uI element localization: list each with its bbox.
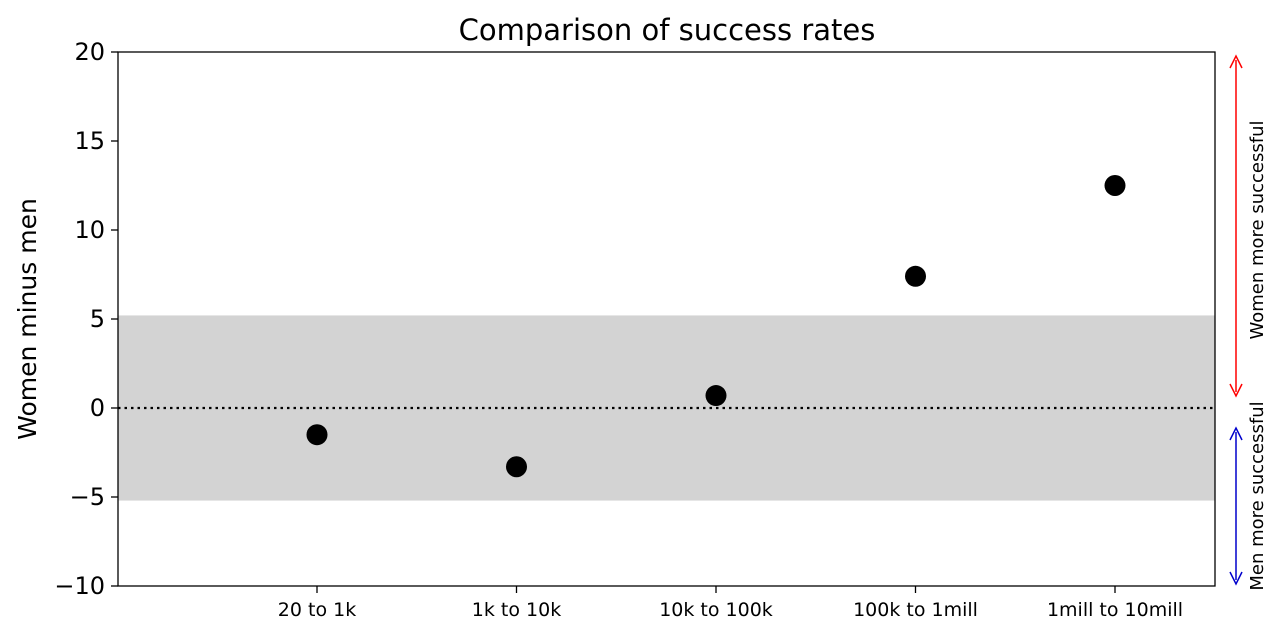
- men-annotation-label: Men more successful: [1247, 401, 1266, 590]
- chart-title: Comparison of success rates: [459, 13, 876, 47]
- data-point: [1104, 175, 1126, 196]
- x-tick-label: 1k to 10k: [472, 599, 561, 618]
- data-point: [306, 424, 328, 446]
- y-tick-label: −10: [54, 572, 105, 600]
- men-arrow-head-bottom: [1229, 571, 1243, 586]
- women-arrow-head-top: [1229, 54, 1243, 69]
- x-tick-label: 1mill to 10mill: [1047, 599, 1183, 618]
- data-point: [506, 456, 527, 478]
- points-layer: [306, 175, 1126, 478]
- women-annotation: Women more successful: [1229, 54, 1266, 398]
- x-tick-label: 10k to 100k: [659, 599, 773, 618]
- y-tick-label: 5: [90, 305, 105, 333]
- y-tick-label: 20: [74, 38, 105, 66]
- women-arrow-head-bottom: [1229, 383, 1243, 398]
- men-annotation: Men more successful: [1229, 401, 1266, 591]
- x-tick-label: 100k to 1mill: [853, 599, 978, 618]
- x-ticks: 20 to 1k 1k to 10k 10k to 100k 100k to 1mil…: [278, 586, 1183, 618]
- men-arrow-head-top: [1229, 426, 1243, 441]
- x-tick-label: 20 to 1k: [278, 599, 356, 618]
- y-tick-label: 10: [74, 216, 105, 244]
- y-tick-label: 15: [74, 127, 105, 155]
- y-axis-label: Women minus men: [13, 198, 42, 440]
- data-point: [905, 265, 926, 287]
- y-tick-label: 0: [90, 394, 105, 422]
- women-annotation-label: Women more successful: [1247, 121, 1266, 340]
- y-tick-label: −5: [70, 483, 105, 511]
- data-point: [705, 385, 727, 407]
- y-ticks: −10 −5 0 5 10 15 20: [54, 38, 118, 600]
